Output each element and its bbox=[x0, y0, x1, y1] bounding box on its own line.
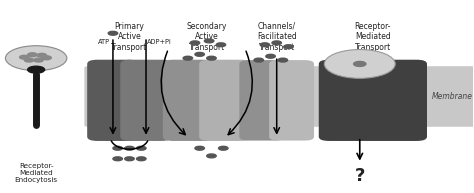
Text: ATP: ATP bbox=[99, 39, 110, 45]
Circle shape bbox=[216, 43, 226, 47]
Circle shape bbox=[5, 46, 67, 71]
Circle shape bbox=[37, 53, 46, 57]
Circle shape bbox=[195, 146, 204, 150]
Circle shape bbox=[42, 56, 51, 60]
FancyBboxPatch shape bbox=[84, 66, 474, 127]
Circle shape bbox=[183, 56, 192, 60]
Circle shape bbox=[284, 45, 293, 49]
Circle shape bbox=[113, 157, 122, 161]
Circle shape bbox=[219, 146, 228, 150]
Circle shape bbox=[125, 146, 134, 150]
FancyBboxPatch shape bbox=[319, 60, 427, 141]
Circle shape bbox=[195, 52, 204, 56]
Text: ?: ? bbox=[355, 167, 365, 185]
FancyBboxPatch shape bbox=[87, 60, 139, 141]
Circle shape bbox=[254, 58, 264, 62]
Circle shape bbox=[204, 39, 214, 43]
Circle shape bbox=[354, 61, 366, 66]
FancyBboxPatch shape bbox=[269, 60, 314, 141]
Circle shape bbox=[34, 58, 43, 62]
Circle shape bbox=[125, 157, 134, 161]
Circle shape bbox=[272, 41, 282, 45]
Circle shape bbox=[278, 58, 288, 62]
Circle shape bbox=[207, 56, 216, 60]
Text: Channels/
Facilitated
Transport: Channels/ Facilitated Transport bbox=[257, 22, 297, 52]
Circle shape bbox=[27, 66, 45, 73]
Circle shape bbox=[24, 58, 34, 62]
Text: Secondary
Active
Transport: Secondary Active Transport bbox=[187, 22, 227, 52]
Circle shape bbox=[266, 54, 275, 58]
Circle shape bbox=[19, 55, 29, 59]
Text: Receptor-
Mediated
Endocytosis: Receptor- Mediated Endocytosis bbox=[15, 163, 58, 183]
FancyBboxPatch shape bbox=[120, 60, 172, 141]
Circle shape bbox=[137, 157, 146, 161]
Circle shape bbox=[137, 146, 146, 150]
Circle shape bbox=[108, 31, 118, 35]
FancyBboxPatch shape bbox=[163, 60, 214, 141]
Text: Membrane: Membrane bbox=[431, 92, 473, 101]
Text: Primary
Active
Transport: Primary Active Transport bbox=[111, 22, 147, 52]
Text: Receptor-
Mediated
Transport: Receptor- Mediated Transport bbox=[355, 22, 391, 52]
Circle shape bbox=[27, 53, 37, 57]
Circle shape bbox=[113, 146, 122, 150]
FancyBboxPatch shape bbox=[199, 60, 251, 141]
Circle shape bbox=[207, 154, 216, 158]
Circle shape bbox=[260, 43, 270, 47]
Circle shape bbox=[190, 41, 200, 45]
Circle shape bbox=[324, 50, 395, 78]
FancyBboxPatch shape bbox=[239, 60, 284, 141]
Text: ADP+Pi: ADP+Pi bbox=[147, 39, 172, 45]
